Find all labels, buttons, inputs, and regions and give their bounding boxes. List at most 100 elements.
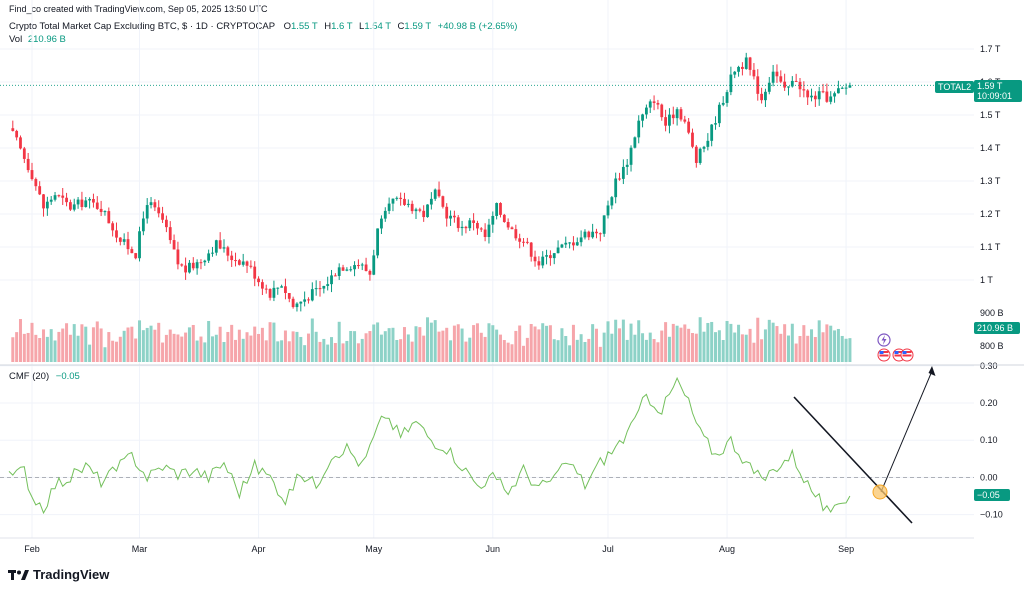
brand-name: TradingView (33, 567, 110, 582)
candle-body (748, 57, 752, 70)
candle-body (556, 247, 560, 254)
candle-body (364, 264, 368, 271)
volume-bar (218, 326, 222, 362)
volume-bar (249, 335, 253, 362)
volume-bar (802, 325, 806, 362)
candle-body (710, 124, 714, 141)
volume-bar (45, 336, 49, 362)
us-flag-icon[interactable] (877, 348, 891, 362)
volume-bar (810, 329, 814, 362)
candle-body (510, 227, 514, 230)
volume-bar (491, 325, 495, 362)
candle-body (45, 201, 49, 209)
candle-body (618, 178, 621, 180)
candle-body (222, 247, 226, 249)
volume-bar (541, 323, 545, 362)
candle-body (295, 303, 299, 308)
volume-bar (725, 320, 729, 362)
time-tick-label: Apr (252, 544, 266, 554)
arrow-head-icon (928, 366, 936, 376)
candle-body (525, 241, 529, 243)
breakout-arrow-line[interactable] (880, 370, 933, 493)
candle-body (241, 261, 245, 265)
volume-bar (433, 320, 437, 362)
volume-bar (161, 342, 165, 362)
volume-bar (22, 333, 26, 362)
volume-bar (387, 328, 391, 362)
volume-bar (786, 335, 790, 362)
volume-bar (449, 340, 453, 362)
volume-bar (195, 340, 199, 362)
candle-body (88, 199, 91, 201)
volume-bar (99, 328, 103, 362)
volume-bar (222, 342, 226, 362)
candle-body (518, 238, 522, 242)
volume-bar (483, 336, 487, 362)
symbol-title: Crypto Total Market Cap Excluding BTC, $… (9, 21, 275, 32)
candle-body (426, 204, 429, 218)
breakout-highlight-circle[interactable] (872, 484, 888, 500)
candle-body (376, 228, 379, 256)
candle-body (606, 205, 610, 216)
volume-bar (295, 331, 299, 362)
candle-body (99, 208, 103, 213)
volume-bars (11, 317, 852, 362)
candle-body (840, 87, 844, 89)
candle-body (629, 147, 633, 165)
volume-bar (310, 318, 314, 362)
candle-body (383, 210, 387, 219)
volume-bar (545, 325, 549, 362)
candle-body (453, 215, 456, 218)
volume-bar (260, 327, 264, 362)
candle-body (414, 209, 418, 212)
volume-bar (583, 342, 587, 362)
candle-body (199, 262, 203, 264)
candle-body (299, 301, 303, 304)
lightning-icon[interactable] (877, 333, 891, 347)
volume-bar (710, 321, 714, 362)
candle-body (483, 229, 487, 238)
candle-body (80, 199, 84, 208)
tradingview-brand[interactable]: TradingView (8, 567, 109, 582)
volume-bar (318, 341, 322, 362)
candle-body (476, 222, 479, 229)
cmf-label: CMF (20) (9, 371, 50, 382)
volume-bar (291, 331, 295, 362)
candle-body (652, 101, 656, 103)
volume-bar (587, 338, 591, 362)
candle-body (668, 114, 671, 126)
volume-bar (575, 339, 579, 362)
volume-bar (118, 336, 122, 362)
price-tick-label: 1.5 T (980, 110, 1001, 120)
candle-body (95, 202, 99, 209)
candle-body (249, 265, 253, 267)
candle-body (84, 200, 88, 208)
candle-body (234, 260, 237, 262)
candle-body (825, 91, 829, 102)
volume-bar (502, 340, 506, 362)
volume-bar (76, 335, 80, 362)
volume-bar (794, 343, 798, 362)
us-flag-icon[interactable] (900, 348, 914, 362)
candle-body (38, 186, 42, 195)
candle-body (621, 166, 625, 179)
candle-body (395, 197, 399, 199)
candle-body (107, 211, 111, 224)
volume-bar (498, 334, 502, 362)
trend-line[interactable] (793, 396, 913, 524)
candle-body (445, 206, 449, 219)
volume-bar (522, 345, 526, 362)
volume-bar (257, 333, 261, 362)
candle-body (764, 91, 767, 101)
candle-body (122, 239, 126, 242)
volume-bar (702, 331, 706, 362)
candle-body (368, 270, 372, 275)
volume-bar (721, 340, 725, 362)
volume-bar (214, 334, 218, 362)
candle-body (441, 196, 445, 207)
volume-bar (464, 341, 468, 362)
candle-body (837, 88, 840, 94)
cmf-line (8, 376, 851, 515)
volume-bar (399, 339, 403, 362)
